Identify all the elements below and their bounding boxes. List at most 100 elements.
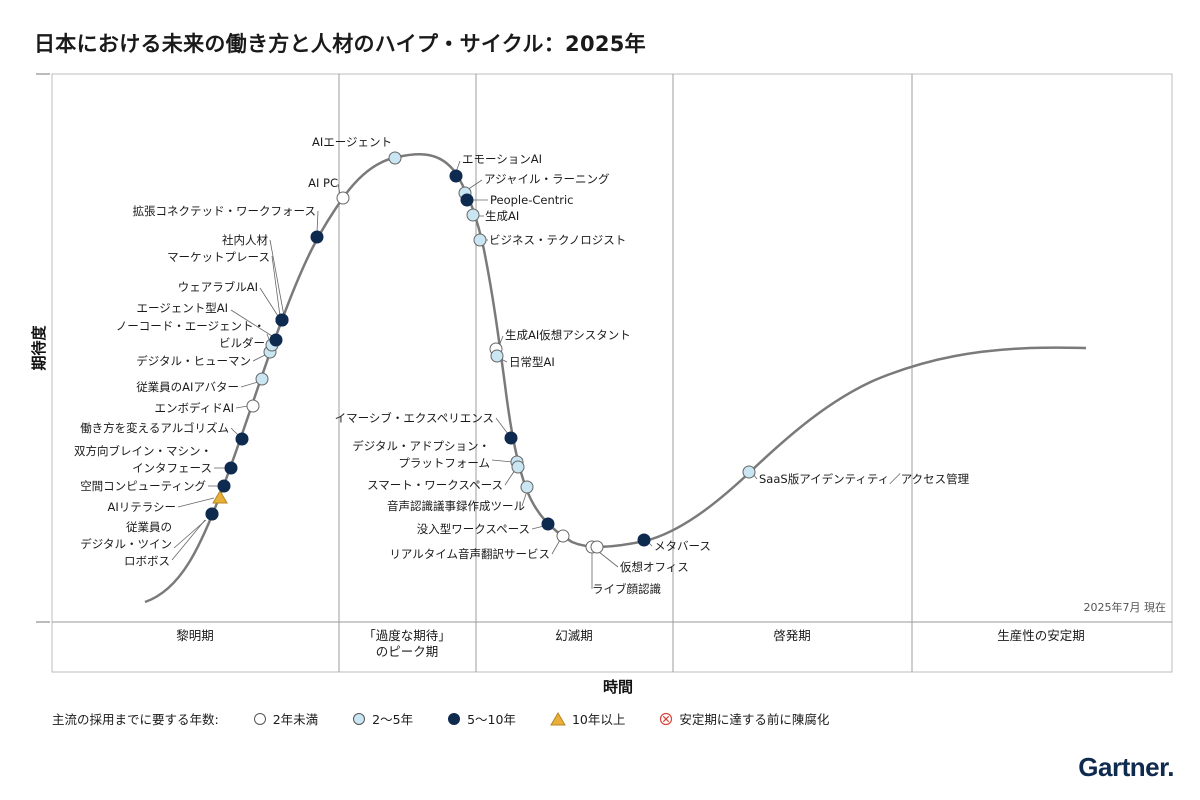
- legend-item-gt10: 10年以上: [550, 709, 625, 728]
- y-axis-title: 期待度: [30, 325, 48, 371]
- leader-line: [504, 469, 516, 486]
- legend-item-lt2: 2年未満: [253, 709, 318, 728]
- tech-label: AI PC: [308, 176, 338, 190]
- legend-item-5-10: 5～10年: [447, 709, 516, 728]
- tech-marker: [235, 432, 249, 446]
- tech-label: エージェント型AI: [136, 301, 228, 315]
- legend-label-lt2: 2年未満: [272, 712, 319, 727]
- legend-item-2-5: 2～5年: [352, 709, 413, 728]
- tech-marker: [490, 349, 504, 363]
- tech-marker: [541, 517, 555, 531]
- tech-marker: [449, 169, 463, 183]
- tech-label: エンボディドAI: [155, 401, 234, 415]
- leader-line: [551, 539, 561, 555]
- tech-label: ウェアラブルAI: [178, 280, 258, 294]
- leader-line: [316, 210, 319, 233]
- tech-label: デジタル・アドプション・プラットフォーム: [352, 439, 490, 470]
- tech-label: SaaS版アイデンティティ／アクセス管理: [759, 472, 970, 486]
- tech-label: 没入型ワークスペース: [417, 522, 530, 536]
- tech-label: ビジネス・テクノロジスト: [489, 233, 626, 247]
- tech-marker: [212, 490, 228, 504]
- tech-marker: [224, 461, 238, 475]
- leader-lines: [171, 160, 758, 589]
- leader-line: [491, 459, 514, 463]
- phase-label-5: 生産性の安定期: [997, 628, 1085, 643]
- tech-marker: [255, 372, 269, 386]
- leader-line: [269, 239, 285, 317]
- tech-label: ロボボス: [124, 554, 170, 568]
- as-of-note: 2025年7月 現在: [1084, 600, 1167, 614]
- hype-curve: [144, 152, 1087, 604]
- legend-item-obsolete: 安定期に達する前に陳腐化: [659, 709, 829, 728]
- phase-label-4: 啓発期: [773, 628, 811, 643]
- tech-marker: [217, 479, 231, 493]
- obsolete-x-circle-icon: [660, 712, 673, 725]
- phase-label-3: 幻滅期: [555, 628, 593, 643]
- tech-label: ライブ顔認識: [592, 582, 661, 596]
- legend: 主流の採用までに要する年数: 2年未満 2～5年 5～10年 10年以上 安定期…: [52, 709, 829, 728]
- tech-label: アジャイル・ラーニング: [484, 172, 610, 186]
- tech-marker: [520, 480, 534, 494]
- plot-frame: [51, 73, 1173, 673]
- phase-label-1: 黎明期: [176, 628, 214, 643]
- tech-marker: [742, 465, 756, 479]
- leader-line: [171, 519, 206, 561]
- leader-line: [252, 354, 266, 362]
- tech-marker: [460, 193, 474, 207]
- leader-line: [337, 183, 341, 195]
- tech-label: 音声認識議事録作成ツール: [387, 499, 525, 513]
- tech-label: AIエージェント: [312, 135, 392, 149]
- tech-label: 従業員のAIアバター: [136, 380, 239, 394]
- tech-marker: [473, 233, 487, 247]
- tech-label: 従業員のデジタル・ツイン: [80, 520, 172, 551]
- tech-label: スマート・ワークスペース: [367, 478, 503, 492]
- leader-line: [259, 287, 279, 317]
- white-circle-icon: [253, 712, 266, 725]
- tech-marker: [205, 507, 219, 521]
- tech-label: イマーシブ・エクスペリエンス: [335, 411, 494, 425]
- navy-circle-icon: [448, 712, 461, 725]
- tech-marker: [511, 460, 525, 474]
- tech-label: 生成AI仮想アシスタント: [505, 328, 631, 342]
- tech-label: デジタル・ヒューマン: [136, 354, 251, 368]
- leader-line: [177, 497, 215, 508]
- tech-marker: [504, 431, 518, 445]
- markers: [205, 151, 756, 554]
- leader-line: [521, 490, 528, 507]
- tech-label: AIリテラシー: [107, 500, 176, 514]
- phase-label-2: 「過度な期待」のピーク期: [363, 628, 451, 659]
- tech-marker: [556, 529, 570, 543]
- chart-title: 日本における未来の働き方と人材のハイプ・サイクル：2025年: [34, 32, 646, 56]
- orange-triangle-icon: [550, 711, 566, 725]
- tech-label: リアルタイム音声翻訳サービス: [389, 547, 550, 561]
- legend-label-5-10: 5～10年: [467, 712, 516, 727]
- x-axis-title: 時間: [603, 678, 633, 696]
- tech-label: ノーコード・エージェント・ビルダー: [116, 319, 265, 350]
- tech-label: 双方向ブレイン・マシン・インタフェース: [74, 444, 212, 475]
- tech-labels: ロボボス 従業員のデジタル・ツイン AIリテラシー 空間コンピューティング 双方向ブレイ…: [74, 135, 970, 596]
- legend-heading: 主流の採用までに要する年数:: [52, 712, 219, 727]
- leader-line: [598, 551, 619, 568]
- leader-line: [173, 519, 207, 549]
- tech-marker: [310, 230, 324, 244]
- legend-label-obsolete: 安定期に達する前に陳腐化: [679, 712, 830, 727]
- tech-marker: [466, 208, 480, 222]
- tech-marker: [637, 533, 651, 547]
- tech-label: 生成AI: [485, 209, 519, 223]
- tech-marker: [388, 151, 402, 165]
- tech-label: 社内人材: [222, 233, 268, 247]
- tech-label: 日常型AI: [509, 355, 555, 369]
- tech-label: 働き方を変えるアルゴリズム: [80, 421, 229, 435]
- leader-line: [240, 381, 259, 388]
- legend-label-gt10: 10年以上: [571, 712, 626, 727]
- tech-label: 空間コンピューティング: [80, 479, 206, 493]
- leader-line: [230, 309, 273, 337]
- tech-marker: [336, 191, 350, 205]
- tech-label: マーケットプレース: [167, 250, 270, 264]
- tech-marker: [246, 399, 260, 413]
- gartner-logo: Gartner.: [1078, 752, 1174, 782]
- tech-label: エモーションAI: [462, 152, 542, 166]
- tech-label: 仮想オフィス: [620, 560, 689, 574]
- legend-label-2-5: 2～5年: [372, 712, 414, 727]
